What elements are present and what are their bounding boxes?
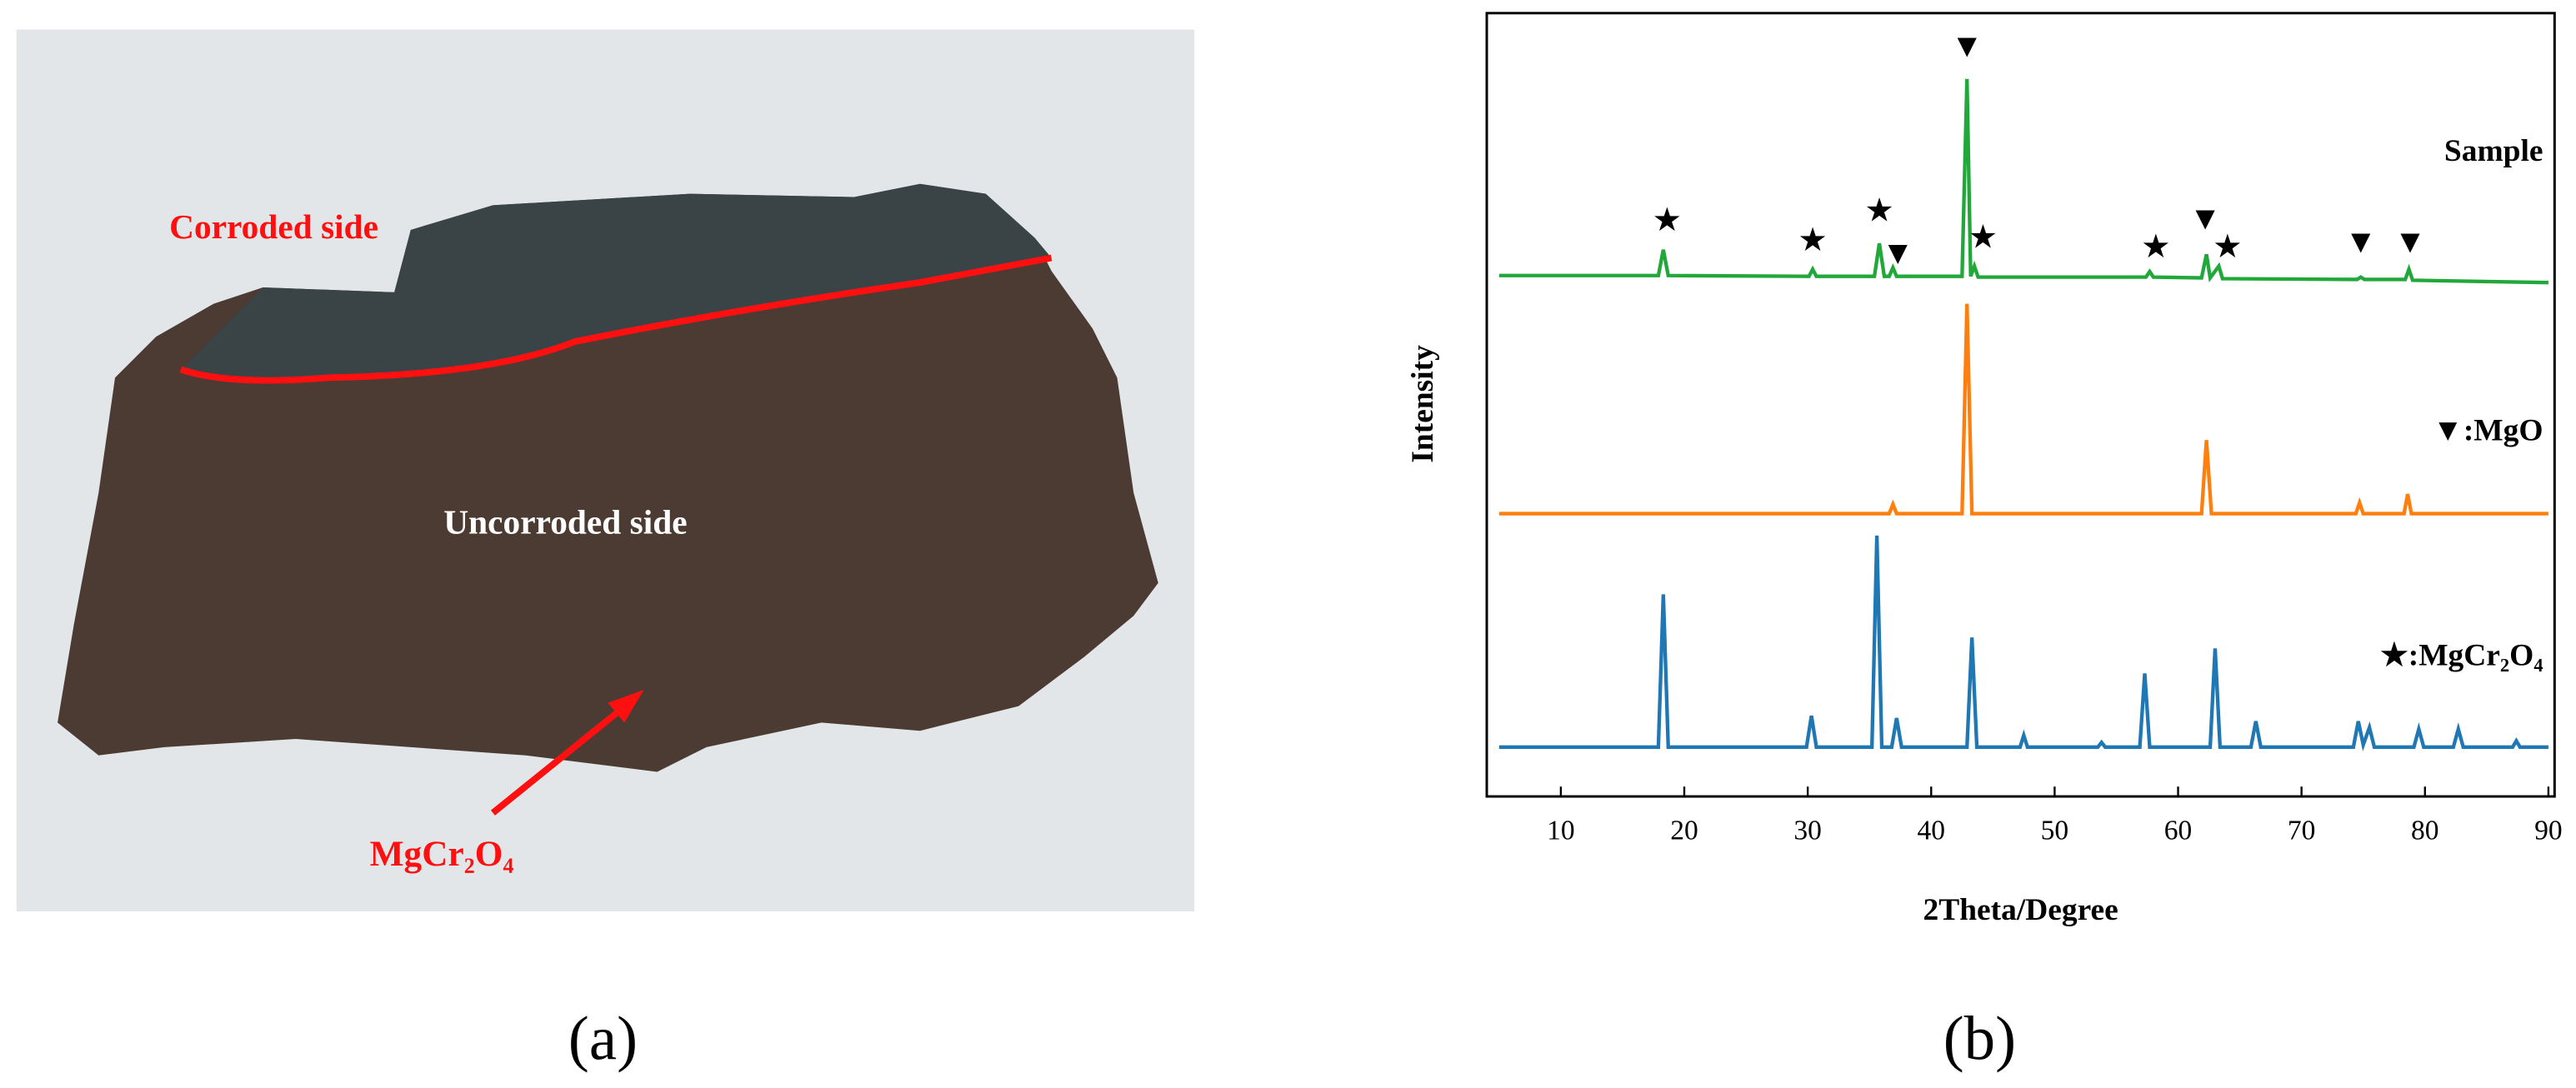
peak-marker: ★ [1653,202,1682,238]
x-tick-label: 30 [1793,815,1822,846]
x-tick-label: 10 [1547,815,1575,846]
y-axis-label: Intensity [1406,345,1440,463]
panel-label: (b) [1943,1004,2016,1073]
corrosion-boundary [179,254,1053,384]
x-tick-label: 90 [2534,815,2563,846]
series-label: ★:MgCr₂O₄ [2380,638,2543,672]
peak-marker: ▼ [1882,234,1914,271]
peak-marker: ★ [2213,228,2242,265]
corroded-label: Corroded side [169,207,378,246]
x-axis-label: 2Theta/Degree [1923,893,2118,927]
x-tick-label: 50 [2041,815,2069,846]
x-tick-label: 80 [2411,815,2439,846]
peak-marker: ▼ [2393,223,2426,260]
series-line [1498,303,2548,516]
peak-marker: ▼ [1951,27,1983,64]
photo-panel: Corroded side Uncorroded side MgCr₂O₄ [16,29,1195,912]
peak-marker: ★ [1968,218,1998,255]
arrow-shaft [490,706,623,816]
arrow-head [608,689,644,723]
x-tick-label: 40 [1918,815,1946,846]
peak-marker: ▼ [2189,200,2222,237]
plot-frame [1485,12,2556,798]
series-label: Sample [2444,134,2543,168]
corroded-layer [180,183,1052,382]
x-tick-label: 60 [2164,815,2193,846]
x-tick-label: 20 [1670,815,1698,846]
peak-marker: ★ [1864,192,1893,229]
x-tick-label: 70 [2288,815,2316,846]
peak-marker: ★ [2141,228,2170,265]
series-line [1498,78,2548,285]
uncorroded-label: Uncorroded side [443,503,687,542]
peak-marker: ★ [1798,222,1827,258]
panel-label: (a) [568,1004,638,1073]
phase-label: MgCr₂O₄ [370,834,514,874]
series-line [1498,535,2548,751]
peak-marker: ▼ [2344,223,2377,260]
series-label: ▼:MgO [2433,413,2543,447]
